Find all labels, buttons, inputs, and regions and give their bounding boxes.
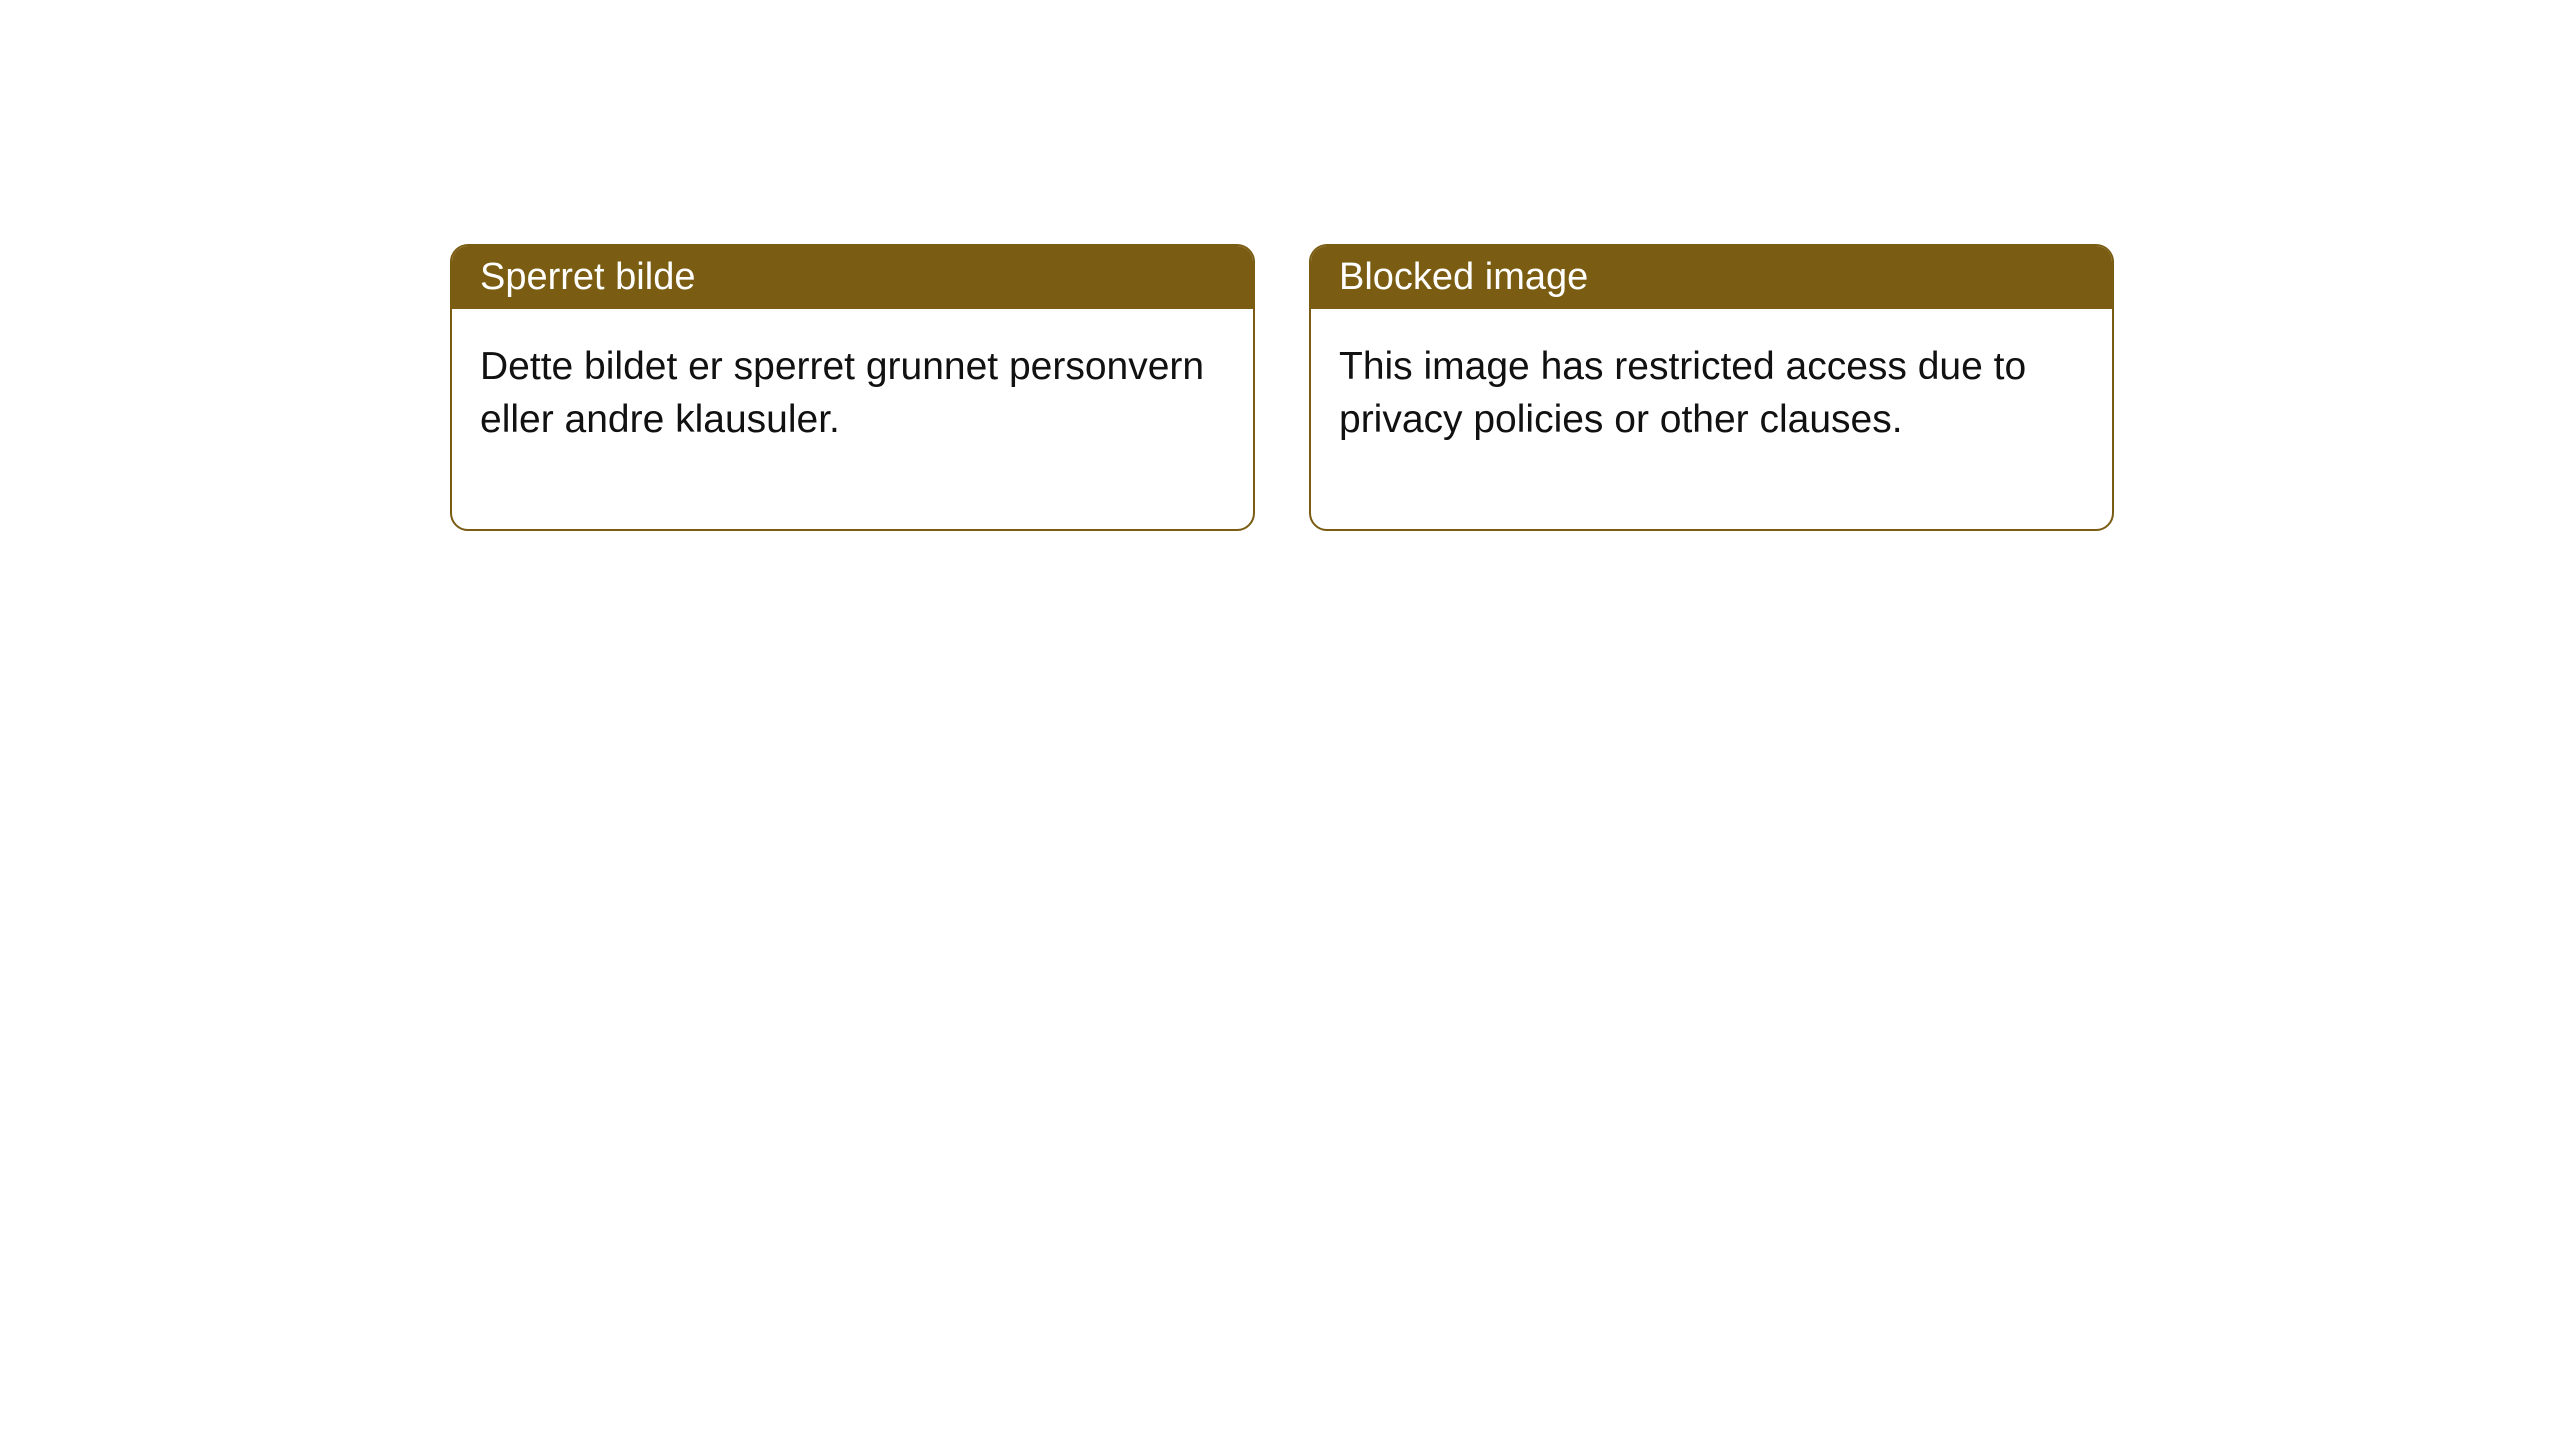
card-header: Sperret bilde [452, 246, 1253, 309]
notice-cards-container: Sperret bilde Dette bildet er sperret gr… [0, 0, 2560, 531]
card-title: Sperret bilde [480, 256, 695, 298]
blocked-image-card-en: Blocked image This image has restricted … [1309, 244, 2114, 531]
card-body-text: This image has restricted access due to … [1339, 345, 2026, 441]
card-body-text: Dette bildet er sperret grunnet personve… [480, 345, 1204, 441]
blocked-image-card-no: Sperret bilde Dette bildet er sperret gr… [450, 244, 1255, 531]
card-body: This image has restricted access due to … [1311, 309, 2112, 529]
card-title: Blocked image [1339, 256, 1588, 298]
card-header: Blocked image [1311, 246, 2112, 309]
card-body: Dette bildet er sperret grunnet personve… [452, 309, 1253, 529]
